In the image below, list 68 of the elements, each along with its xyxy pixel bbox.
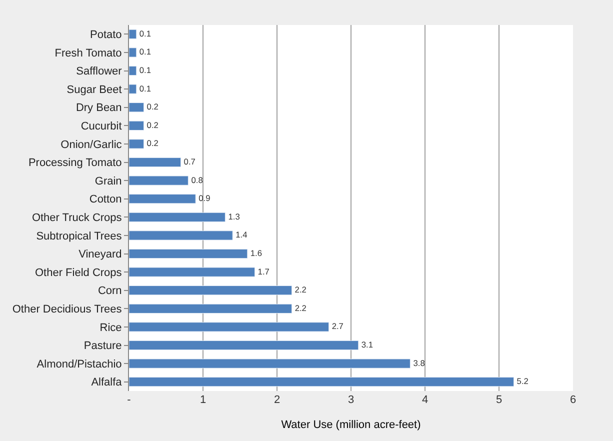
x-tick-label: 6	[570, 394, 576, 406]
y-tick-label: Fresh Tomato	[54, 47, 122, 60]
y-tick-label: Dry Bean	[76, 102, 122, 114]
data-label: 0.1	[139, 28, 152, 38]
x-axis-title: Water Use (million acre-feet)	[281, 419, 421, 432]
bar	[129, 230, 233, 240]
bar	[129, 120, 144, 130]
data-label: 0.9	[198, 193, 211, 204]
bar	[129, 212, 226, 222]
y-tick-label: Vineyard	[78, 248, 122, 261]
y-tick-label: Cucurbit	[80, 120, 122, 132]
bar	[129, 248, 248, 259]
bar	[129, 340, 359, 350]
x-tick-label: 4	[422, 394, 428, 406]
y-tick-label: Pasture	[84, 340, 122, 352]
y-tick-label: Cotton	[89, 194, 122, 206]
y-tick-label: Sugar Beet	[66, 84, 122, 96]
bar	[129, 66, 137, 76]
y-tick-label: Onion/Garlic	[60, 138, 122, 151]
data-label: 1.4	[236, 230, 248, 240]
y-tick-label: Safflower	[76, 66, 122, 78]
bar	[129, 322, 330, 332]
y-tick-label: Processing Tomato	[28, 157, 122, 170]
x-tick-label: 1	[200, 394, 206, 406]
bar	[129, 304, 292, 314]
data-label: 0.2	[146, 102, 159, 112]
bar	[129, 84, 137, 94]
bar	[129, 176, 188, 186]
y-tick-label: Other Decidious Trees	[12, 304, 122, 316]
bar	[129, 157, 182, 168]
data-label: 0.2	[146, 120, 159, 130]
y-tick-label: Other Field Crops	[34, 266, 122, 279]
bar	[129, 48, 137, 58]
y-tick-label: Potato	[90, 29, 122, 41]
x-tick-label: -	[127, 394, 132, 406]
data-label: 2.7	[332, 321, 344, 332]
y-tick-label: Subtropical Trees	[36, 230, 122, 242]
data-label: 1.7	[258, 266, 270, 276]
bar	[129, 194, 196, 204]
y-tick-label: Rice	[100, 322, 122, 334]
y-tick-label: Grain	[94, 175, 122, 188]
data-label: 0.2	[146, 138, 159, 148]
data-label: 3.8	[413, 358, 426, 368]
y-tick-label: Corn	[98, 285, 122, 298]
y-tick-label: Alfalfa	[91, 376, 123, 389]
bar	[129, 358, 410, 368]
data-label: 0.7	[184, 156, 196, 167]
bar	[129, 267, 256, 277]
data-label: 1.3	[228, 211, 240, 222]
x-tick-label: 3	[348, 394, 354, 406]
data-label: 0.1	[139, 83, 152, 94]
data-label: 0.1	[139, 46, 152, 57]
bar	[129, 102, 144, 112]
data-label: 5.2	[516, 376, 529, 386]
data-label: 2.2	[294, 302, 307, 313]
bar	[129, 377, 514, 387]
y-tick-label: Other Truck Crops	[32, 212, 122, 224]
data-label: 3.1	[361, 340, 374, 350]
data-label: 2.2	[294, 284, 307, 295]
data-label: 0.1	[139, 65, 152, 76]
y-tick-label: Almond/Pistachio	[36, 358, 122, 370]
data-label: 0.8	[191, 174, 204, 185]
bar	[129, 286, 292, 296]
x-tick-label: 5	[496, 394, 502, 406]
bar	[129, 29, 137, 39]
bar	[129, 139, 144, 149]
x-tick-label: 2	[274, 394, 280, 406]
data-label: 1.6	[250, 248, 262, 258]
